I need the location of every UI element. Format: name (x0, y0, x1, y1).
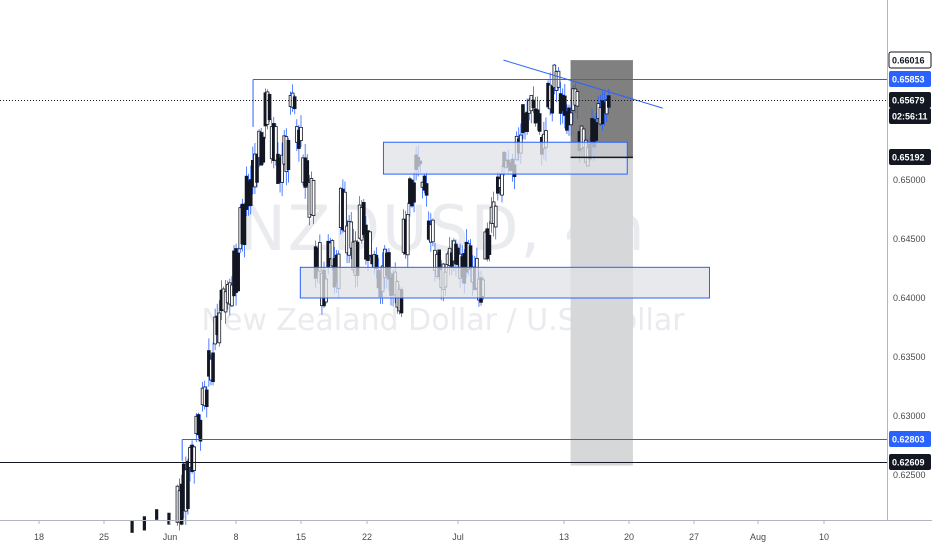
candle (280, 154, 284, 183)
candle-early-3 (167, 512, 171, 525)
zone-box-4 (299, 266, 710, 299)
price-tick: 0.63500 (893, 352, 926, 362)
price-label-last (889, 92, 931, 108)
candle (422, 175, 427, 191)
candle (412, 182, 416, 203)
candle (267, 93, 272, 121)
price-label-text-entry: 0.65192 (892, 153, 925, 163)
candle (236, 252, 240, 292)
candle (575, 91, 580, 107)
time-tick: 22 (362, 532, 372, 542)
candle (299, 126, 303, 141)
price-axis[interactable]: 0.65000 0.64500 0.64000 0.63500 0.63000 0.625… (893, 175, 926, 480)
price-label-support2 (889, 431, 931, 447)
candle (405, 214, 410, 256)
candle (550, 85, 555, 114)
price-tick: 0.63000 (893, 411, 926, 421)
candle (487, 234, 492, 255)
candle (343, 191, 347, 232)
price-label-resistance (889, 71, 931, 87)
price-label-top (888, 51, 932, 69)
zones-layer (570, 60, 633, 466)
candle (424, 183, 429, 196)
candle (368, 231, 372, 256)
candle (531, 99, 536, 109)
price-label-text-support1: 0.62609 (892, 458, 925, 468)
candle (537, 113, 542, 132)
price-label-text-top: 0.66016 (892, 56, 925, 66)
price-labels: 0.66016 0.65853 0.65679 02:56:11 0.65192 0.62… (888, 51, 932, 470)
time-tick: 13 (559, 532, 569, 542)
reward-zone-box (570, 157, 633, 466)
price-label-support1 (889, 454, 931, 470)
candle-early-1 (142, 516, 146, 531)
time-tick: Jul (452, 532, 464, 542)
candle-early-2 (155, 509, 159, 520)
candle (274, 126, 278, 161)
candle (606, 95, 611, 108)
candle (569, 112, 573, 126)
candle (255, 153, 259, 183)
price-tick: 0.64500 (893, 234, 926, 244)
time-tick: Aug (750, 532, 766, 542)
price-label-entry (889, 149, 931, 165)
time-tick: 25 (99, 532, 109, 542)
candle (204, 389, 209, 408)
candle (198, 419, 203, 442)
price-tick: 0.65000 (893, 175, 926, 185)
candle (374, 254, 379, 269)
candle (192, 446, 197, 471)
candle (242, 203, 247, 246)
time-tick: 20 (624, 532, 634, 542)
lines-layer (0, 59, 887, 463)
candle (468, 245, 473, 270)
time-tick: 18 (34, 532, 44, 542)
candle (292, 96, 297, 110)
candle (362, 202, 366, 235)
candle (286, 139, 291, 170)
candle (261, 136, 266, 163)
candle-early-0 (130, 521, 134, 533)
price-label-text-last: 0.65679 (892, 96, 925, 106)
candle (211, 352, 215, 383)
candle (500, 173, 504, 196)
time-tick: Jun (163, 532, 178, 542)
time-axis[interactable]: 18 25 Jun 8 15 22 Jul 13 20 27 Aug 10 (34, 520, 829, 542)
candle (493, 205, 498, 228)
candle (217, 312, 222, 344)
candle (525, 111, 529, 132)
zone-box-3 (382, 141, 628, 175)
price-label-text-support2: 0.62803 (892, 435, 925, 445)
price-label-text-countdown: 02:56:11 (892, 112, 928, 122)
candle (431, 219, 435, 243)
candle (311, 179, 316, 216)
price-tick: 0.62500 (893, 470, 926, 480)
candle (186, 460, 190, 509)
candle (305, 160, 310, 186)
price-label-countdown (889, 108, 931, 124)
candle (594, 122, 599, 141)
price-label-text-resistance: 0.65853 (892, 75, 925, 85)
candle (248, 179, 253, 206)
time-tick: 8 (233, 532, 238, 542)
candle (349, 221, 354, 249)
candle (563, 95, 567, 116)
price-tick: 0.64000 (893, 293, 926, 303)
time-tick: 27 (689, 532, 699, 542)
time-tick: 15 (296, 532, 306, 542)
time-tick: 10 (819, 532, 829, 542)
candle (330, 240, 335, 267)
